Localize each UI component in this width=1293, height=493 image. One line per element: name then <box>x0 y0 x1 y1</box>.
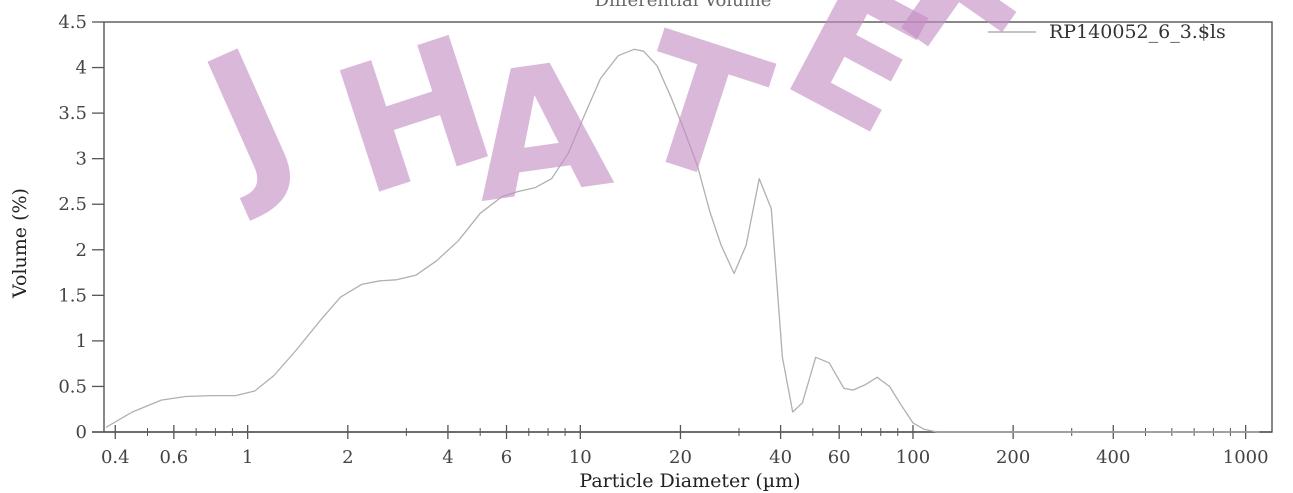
x-tick-label: 20 <box>669 447 692 468</box>
x-tick-label: 400 <box>1096 447 1130 468</box>
series-layer <box>105 48 1260 433</box>
y-axis: 0 0.5 1 1.5 2 2.5 3 3.5 4 4.5 <box>58 12 104 443</box>
x-tick-label: 1000 <box>1223 447 1269 468</box>
x-tick-label: 40 <box>769 447 792 468</box>
y-tick-label: 1.5 <box>58 285 87 306</box>
y-tick-label: 3 <box>76 149 87 170</box>
y-tick-label: 4 <box>76 58 87 79</box>
y-tick-label: 2.5 <box>58 194 87 215</box>
x-tick-label: 4 <box>442 447 453 468</box>
x-axis: 0.4 0.6 1 2 4 6 10 20 40 60 100 200 400 1000 <box>101 425 1269 468</box>
x-tick-label: 100 <box>896 447 930 468</box>
y-tick-label: 0.5 <box>58 376 87 397</box>
watermark-logo: J H A T E F <box>170 0 1078 243</box>
y-tick-label: 1 <box>76 331 87 352</box>
x-tick-label: 1 <box>242 447 253 468</box>
x-tick-label: 2 <box>342 447 353 468</box>
y-tick-label: 0 <box>76 422 87 443</box>
x-tick-label: 0.6 <box>160 447 189 468</box>
svg-text:A: A <box>459 23 621 243</box>
chart-title: Differential Volume <box>595 0 772 11</box>
x-tick-label: 0.4 <box>101 447 130 468</box>
x-tick-label: 200 <box>996 447 1030 468</box>
x-tick-label: 6 <box>501 447 512 468</box>
svg-text:J: J <box>170 11 321 227</box>
legend-entry-label: RP140052_6_3.$ls <box>1049 21 1226 43</box>
y-tick-label: 3.5 <box>58 103 87 124</box>
x-tick-label: 10 <box>569 447 592 468</box>
y-tick-label: 2 <box>76 240 87 261</box>
y-axis-title: Volume (%) <box>9 188 31 299</box>
y-tick-label: 4.5 <box>58 12 87 33</box>
series-line-0 <box>105 48 1260 433</box>
x-axis-title: Particle Diameter (µm) <box>579 470 800 492</box>
legend: RP140052_6_3.$ls <box>988 21 1226 43</box>
x-tick-label: 60 <box>828 447 851 468</box>
